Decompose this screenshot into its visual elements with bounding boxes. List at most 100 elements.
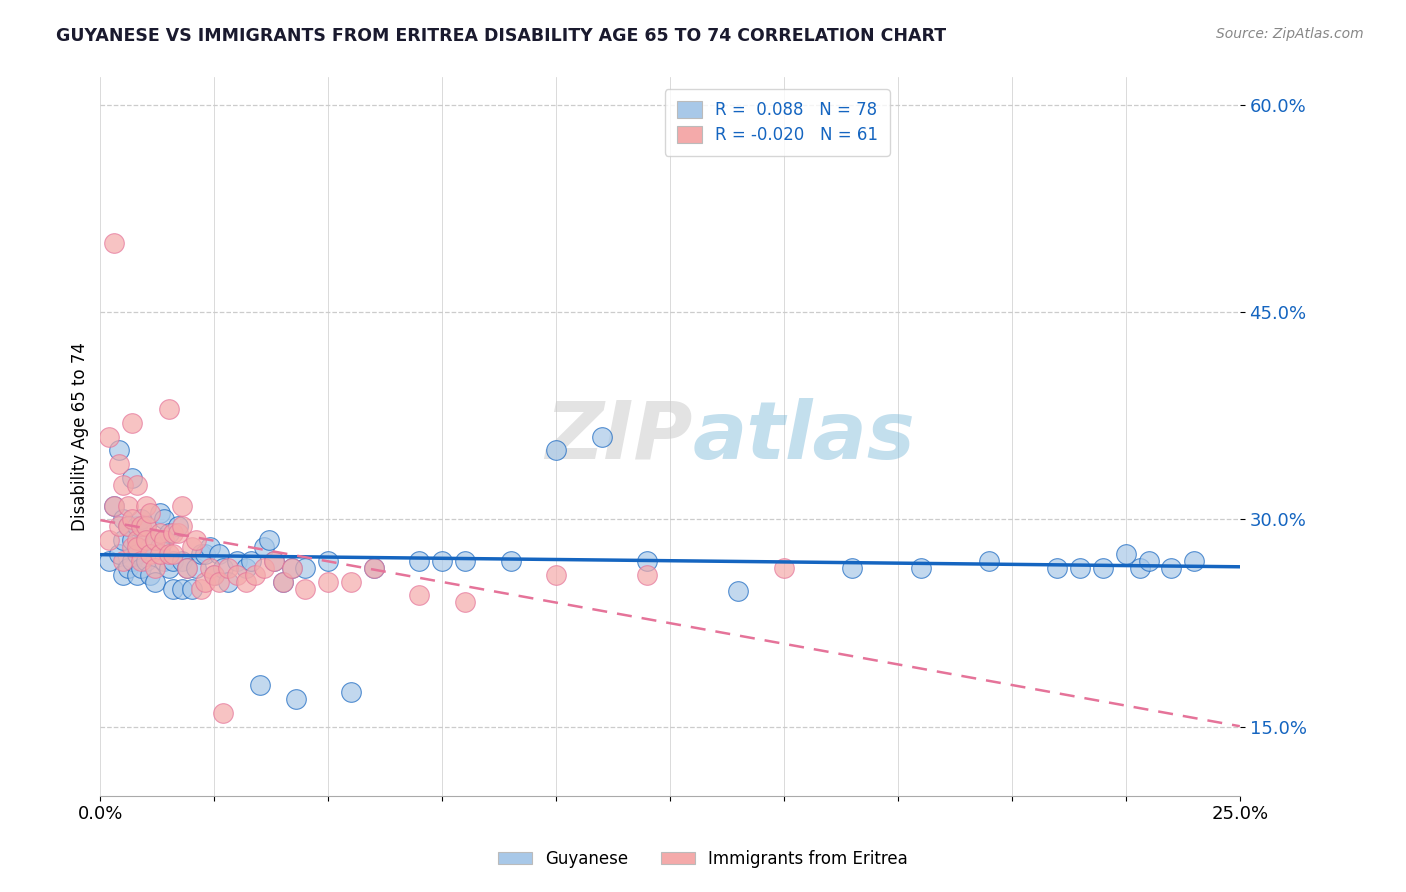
Point xyxy=(166,519,188,533)
Point xyxy=(249,678,271,692)
Point xyxy=(98,554,121,568)
Point xyxy=(172,554,194,568)
Point xyxy=(139,567,162,582)
Point xyxy=(217,561,239,575)
Point xyxy=(135,499,157,513)
Point xyxy=(143,533,166,548)
Point xyxy=(131,519,153,533)
Point xyxy=(117,561,139,575)
Point xyxy=(316,574,339,589)
Point xyxy=(263,554,285,568)
Text: GUYANESE VS IMMIGRANTS FROM ERITREA DISABILITY AGE 65 TO 74 CORRELATION CHART: GUYANESE VS IMMIGRANTS FROM ERITREA DISA… xyxy=(56,27,946,45)
Point xyxy=(1160,561,1182,575)
Point xyxy=(117,499,139,513)
Point xyxy=(212,706,235,720)
Point xyxy=(1069,561,1091,575)
Point xyxy=(121,416,143,430)
Point xyxy=(235,574,257,589)
Point xyxy=(149,540,172,554)
Point xyxy=(281,561,304,575)
Point xyxy=(294,582,316,596)
Point xyxy=(257,533,280,548)
Point xyxy=(408,589,430,603)
Point xyxy=(112,512,135,526)
Point xyxy=(112,478,135,492)
Point xyxy=(125,540,148,554)
Point xyxy=(176,561,198,575)
Point xyxy=(294,561,316,575)
Point xyxy=(636,554,658,568)
Text: atlas: atlas xyxy=(693,398,915,475)
Point xyxy=(172,499,194,513)
Text: ZIP: ZIP xyxy=(546,398,693,475)
Point xyxy=(226,567,249,582)
Point xyxy=(135,519,157,533)
Point xyxy=(143,574,166,589)
Point xyxy=(176,561,198,575)
Point xyxy=(184,561,207,575)
Point xyxy=(408,554,430,568)
Point xyxy=(430,554,453,568)
Y-axis label: Disability Age 65 to 74: Disability Age 65 to 74 xyxy=(72,343,89,531)
Point xyxy=(194,547,217,561)
Point xyxy=(217,574,239,589)
Legend: Guyanese, Immigrants from Eritrea: Guyanese, Immigrants from Eritrea xyxy=(492,844,914,875)
Point xyxy=(131,512,153,526)
Point xyxy=(117,519,139,533)
Point xyxy=(157,561,180,575)
Point xyxy=(1046,561,1069,575)
Point xyxy=(112,533,135,548)
Point xyxy=(285,692,308,706)
Point xyxy=(125,533,148,548)
Point xyxy=(1115,547,1137,561)
Point xyxy=(112,554,135,568)
Point xyxy=(546,567,568,582)
Point xyxy=(162,554,184,568)
Point xyxy=(1182,554,1205,568)
Point xyxy=(135,519,157,533)
Point xyxy=(245,567,267,582)
Point xyxy=(910,561,932,575)
Point xyxy=(121,471,143,485)
Point xyxy=(363,561,385,575)
Point xyxy=(235,561,257,575)
Legend: R =  0.088   N = 78, R = -0.020   N = 61: R = 0.088 N = 78, R = -0.020 N = 61 xyxy=(665,89,890,156)
Point xyxy=(253,561,276,575)
Point xyxy=(121,512,143,526)
Point xyxy=(202,567,225,582)
Point xyxy=(107,457,129,471)
Point xyxy=(208,547,231,561)
Point xyxy=(121,533,143,548)
Point xyxy=(121,540,143,554)
Point xyxy=(172,582,194,596)
Point xyxy=(363,561,385,575)
Point xyxy=(131,554,153,568)
Point xyxy=(1137,554,1160,568)
Point xyxy=(162,582,184,596)
Point xyxy=(454,554,477,568)
Point xyxy=(281,561,304,575)
Point xyxy=(591,429,613,443)
Point xyxy=(271,574,294,589)
Point xyxy=(226,554,249,568)
Point xyxy=(107,547,129,561)
Point xyxy=(172,519,194,533)
Point xyxy=(135,533,157,548)
Point xyxy=(125,547,148,561)
Point xyxy=(239,554,262,568)
Point xyxy=(194,574,217,589)
Point xyxy=(131,561,153,575)
Point xyxy=(208,574,231,589)
Point xyxy=(107,519,129,533)
Point xyxy=(180,540,202,554)
Point xyxy=(157,401,180,416)
Point xyxy=(107,443,129,458)
Point xyxy=(153,512,176,526)
Point xyxy=(153,554,176,568)
Point xyxy=(125,567,148,582)
Point xyxy=(139,540,162,554)
Point xyxy=(149,526,172,541)
Point xyxy=(546,443,568,458)
Point xyxy=(977,554,1000,568)
Point xyxy=(841,561,863,575)
